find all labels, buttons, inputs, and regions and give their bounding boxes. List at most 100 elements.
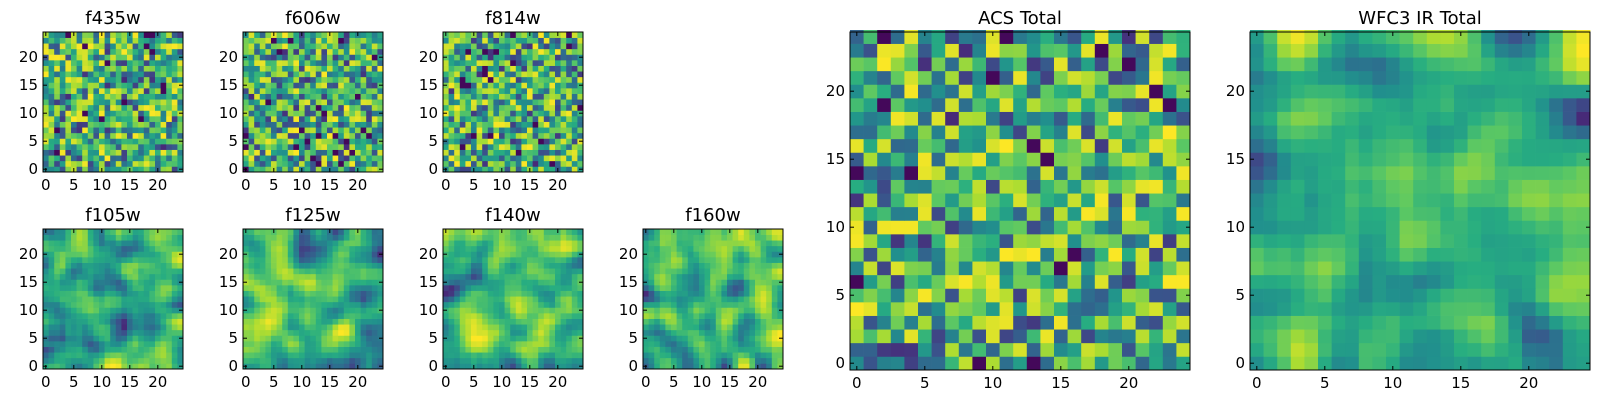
heatmap-cell [448, 37, 455, 44]
heatmap-cell [482, 155, 489, 162]
heatmap-cell [504, 93, 511, 100]
heatmap-cell [577, 160, 584, 167]
heatmap-cell [493, 104, 500, 111]
heatmap-cell [287, 127, 294, 134]
heatmap-cell [259, 121, 266, 128]
heatmap-cell [476, 335, 483, 342]
heatmap-cell [538, 245, 545, 252]
heatmap-cell [555, 127, 561, 134]
heatmap-cell [343, 160, 350, 167]
heatmap-cell [704, 257, 711, 263]
heatmap-cell [687, 285, 694, 291]
heatmap-cell [749, 363, 756, 370]
heatmap-cell [504, 285, 511, 291]
heatmap-cell [310, 262, 317, 269]
heatmap-cell [349, 132, 356, 139]
heatmap-cell [71, 335, 77, 342]
y-tick-label: 10 [419, 104, 438, 122]
heatmap-cell [549, 318, 556, 325]
heatmap-cell [355, 138, 361, 145]
heatmap-cell [171, 262, 178, 269]
heatmap-cell [555, 65, 561, 72]
heatmap-cell [332, 268, 339, 275]
heatmap-cell [93, 341, 100, 347]
heatmap-cell [48, 307, 55, 314]
heatmap-cell [155, 76, 161, 83]
heatmap-cell [265, 104, 272, 111]
heatmap-cell [115, 43, 122, 50]
heatmap-cell [850, 342, 864, 357]
heatmap-cell [371, 229, 378, 235]
heatmap-cell [515, 363, 522, 370]
heatmap-cell [59, 127, 66, 134]
heatmap-cell [121, 43, 128, 50]
heatmap-cell [104, 346, 111, 353]
heatmap-cell [527, 285, 533, 291]
heatmap-cell [377, 132, 384, 139]
x-tick-label: 5 [269, 373, 279, 391]
heatmap-cell [504, 99, 511, 106]
heatmap-cell [654, 357, 661, 364]
heatmap-cell [149, 104, 156, 111]
heatmap-cell [59, 71, 66, 78]
heatmap-cell [59, 48, 66, 55]
heatmap-cell [282, 279, 289, 286]
heatmap-cell [693, 262, 700, 269]
heatmap-cell [271, 318, 277, 325]
heatmap-cell [366, 262, 373, 269]
heatmap-cell [755, 324, 761, 331]
heatmap-cell [654, 301, 661, 308]
heatmap-cell [454, 144, 461, 150]
heatmap-cell [343, 88, 350, 94]
heatmap-cell [515, 296, 522, 303]
heatmap-cell [918, 356, 932, 371]
heatmap-cell [1135, 302, 1150, 316]
heatmap-cell [459, 229, 466, 235]
heatmap-cell [532, 110, 539, 117]
heatmap-cell [482, 346, 489, 353]
heatmap-cell [527, 318, 533, 325]
heatmap-cell [166, 166, 173, 173]
heatmap-cell [654, 318, 661, 325]
heatmap-cell [643, 357, 649, 364]
heatmap-cell [471, 88, 477, 94]
heatmap-cell [648, 357, 655, 364]
heatmap-cell [287, 262, 294, 269]
heatmap-cell [271, 352, 277, 359]
heatmap-cell [110, 155, 117, 162]
heatmap-cell [555, 234, 561, 241]
heatmap-cell [71, 240, 77, 247]
heatmap-cell [243, 132, 249, 139]
heatmap-cell [1081, 315, 1096, 330]
heatmap-cell [721, 341, 728, 347]
heatmap-cell [459, 296, 466, 303]
heatmap-cell [104, 268, 111, 275]
heatmap-cell [499, 268, 505, 275]
heatmap-cell [143, 160, 150, 167]
heatmap-cell [155, 285, 161, 291]
heatmap-cell [704, 229, 711, 235]
heatmap-cell [287, 335, 294, 342]
heatmap-cell [82, 121, 89, 128]
heatmap-cell [110, 313, 117, 319]
heatmap-cell [471, 301, 477, 308]
heatmap-cell [371, 268, 378, 275]
heatmap-cell [727, 324, 733, 331]
heatmap-cell [671, 307, 677, 314]
heatmap-cell [493, 121, 500, 128]
heatmap-cell [271, 335, 277, 342]
heatmap-cell [504, 301, 511, 308]
heatmap-cell [443, 240, 449, 247]
heatmap-cell [110, 121, 117, 128]
heatmap-cell [459, 363, 466, 370]
heatmap-cell [149, 268, 156, 275]
heatmap-cell [177, 301, 184, 308]
heatmap-cell [299, 60, 305, 66]
heatmap-cell [549, 240, 556, 247]
heatmap-cell [360, 71, 367, 78]
heatmap-cell [327, 279, 333, 286]
heatmap-cell [343, 313, 350, 319]
heatmap-cell [549, 127, 556, 134]
heatmap-cell [338, 296, 345, 303]
heatmap-cell [527, 307, 533, 314]
